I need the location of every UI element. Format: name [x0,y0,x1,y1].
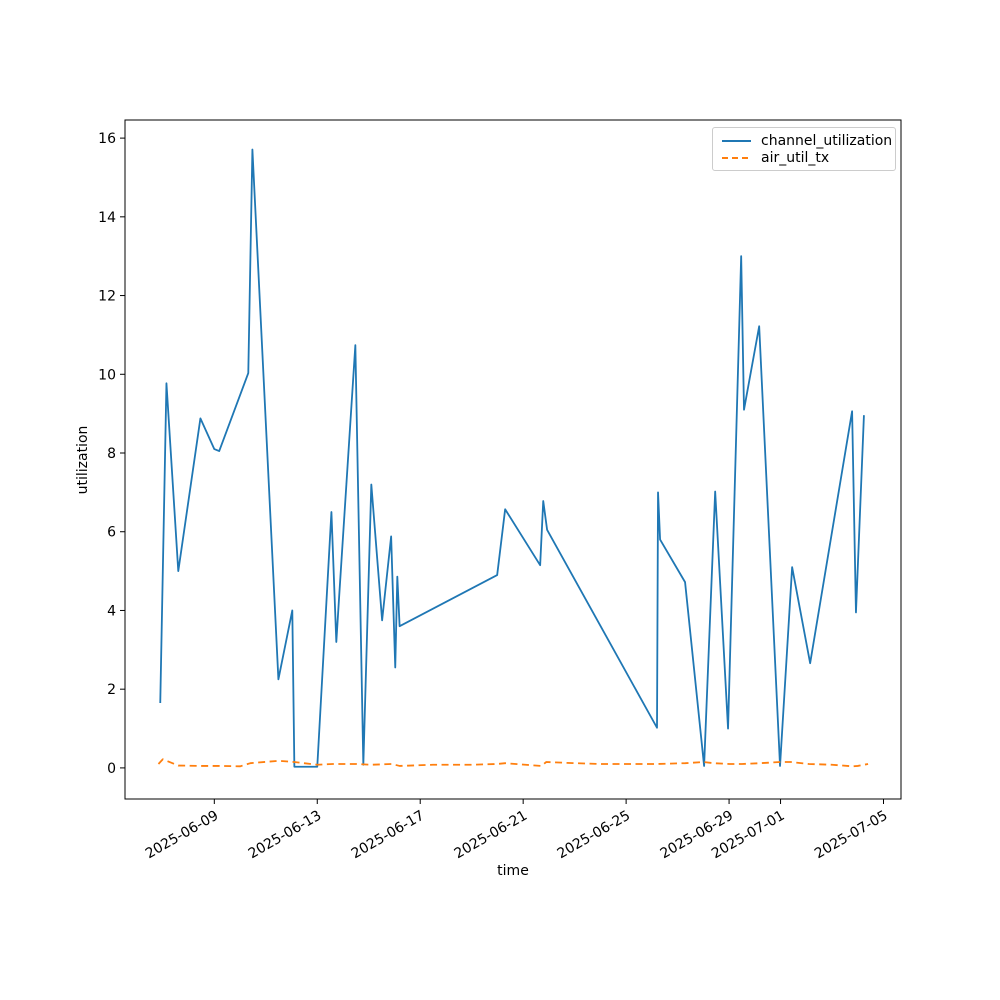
y-tick-label: 16 [98,131,116,147]
y-tick-label: 14 [98,210,116,226]
x-tick-label: 2025-06-13 [246,808,324,863]
y-tick-label: 0 [107,761,116,777]
series-line-air_util_tx [157,758,869,768]
y-tick-label: 10 [98,367,116,383]
plot-frame [124,119,902,800]
x-tick-label: 2025-06-25 [555,808,633,863]
x-axis-title: time [497,863,529,879]
y-tick-label: 12 [98,289,116,305]
legend-item-air-util-tx: air_util_tx [722,149,887,166]
y-tick-label: 4 [107,603,116,619]
legend-label: air_util_tx [761,149,830,166]
series-line-channel_utilization [159,148,865,768]
solid-line-sample-icon [722,139,751,142]
legend-label: channel_utilization [761,132,893,149]
x-tick-label: 2025-06-17 [349,808,427,863]
y-tick-label: 8 [107,446,116,462]
x-tick-label: 2025-07-05 [812,808,890,863]
legend: channel_utilization air_util_tx [712,127,896,171]
legend-item-channel-utilization: channel_utilization [722,132,892,149]
y-tick-label: 2 [107,682,116,698]
x-tick-label: 2025-06-09 [143,808,221,863]
y-axis-title: utilization [75,425,91,495]
dashed-line-sample-icon [722,156,751,159]
x-tick-label: 2025-06-21 [452,808,530,863]
y-tick-label: 6 [107,525,116,541]
